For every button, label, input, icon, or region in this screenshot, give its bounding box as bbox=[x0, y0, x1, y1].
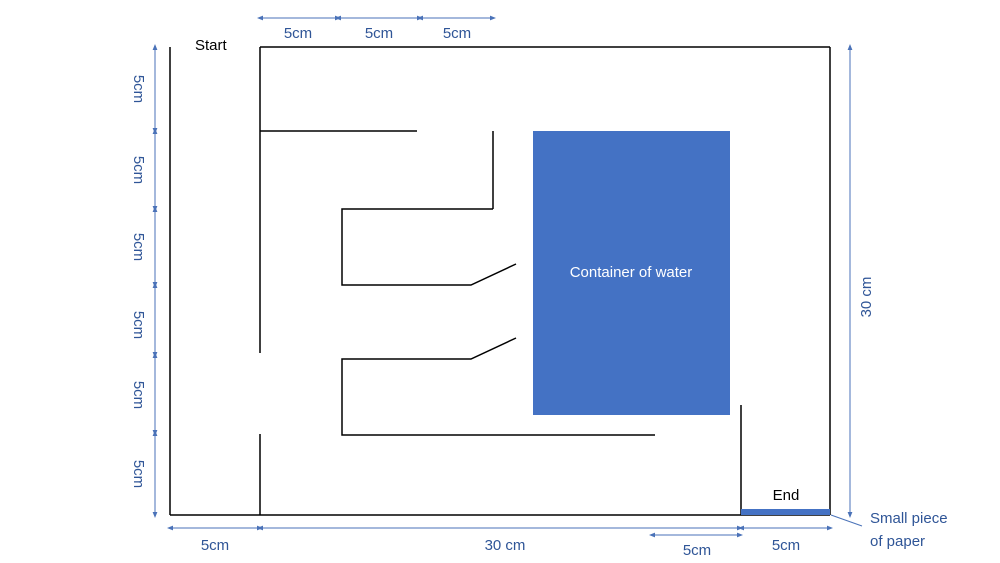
dim-label: 5cm bbox=[130, 233, 147, 261]
dim-label: 5cm bbox=[130, 311, 147, 339]
dim-label: 5cm bbox=[130, 460, 147, 488]
paper-piece bbox=[741, 509, 830, 515]
paper-label: Small piece bbox=[870, 510, 948, 527]
end-label: End bbox=[773, 487, 800, 504]
paper-pointer bbox=[830, 514, 863, 527]
dim-label: 30 cm bbox=[485, 537, 526, 554]
dim-label: 5cm bbox=[443, 25, 471, 42]
dim-label: 5cm bbox=[284, 25, 312, 42]
paper-label: of paper bbox=[870, 533, 925, 550]
water-container bbox=[533, 131, 730, 415]
dim-label: 5cm bbox=[683, 542, 711, 559]
container-label: Container of water bbox=[570, 264, 693, 281]
dim-label: 30 cm bbox=[858, 277, 875, 318]
start-label: Start bbox=[195, 37, 228, 54]
dim-label: 5cm bbox=[130, 381, 147, 409]
dim-label: 5cm bbox=[130, 156, 147, 184]
dim-label: 5cm bbox=[130, 75, 147, 103]
dim-label: 5cm bbox=[201, 537, 229, 554]
maze-walls bbox=[169, 46, 831, 516]
dim-label: 5cm bbox=[365, 25, 393, 42]
dim-label: 5cm bbox=[772, 537, 800, 554]
